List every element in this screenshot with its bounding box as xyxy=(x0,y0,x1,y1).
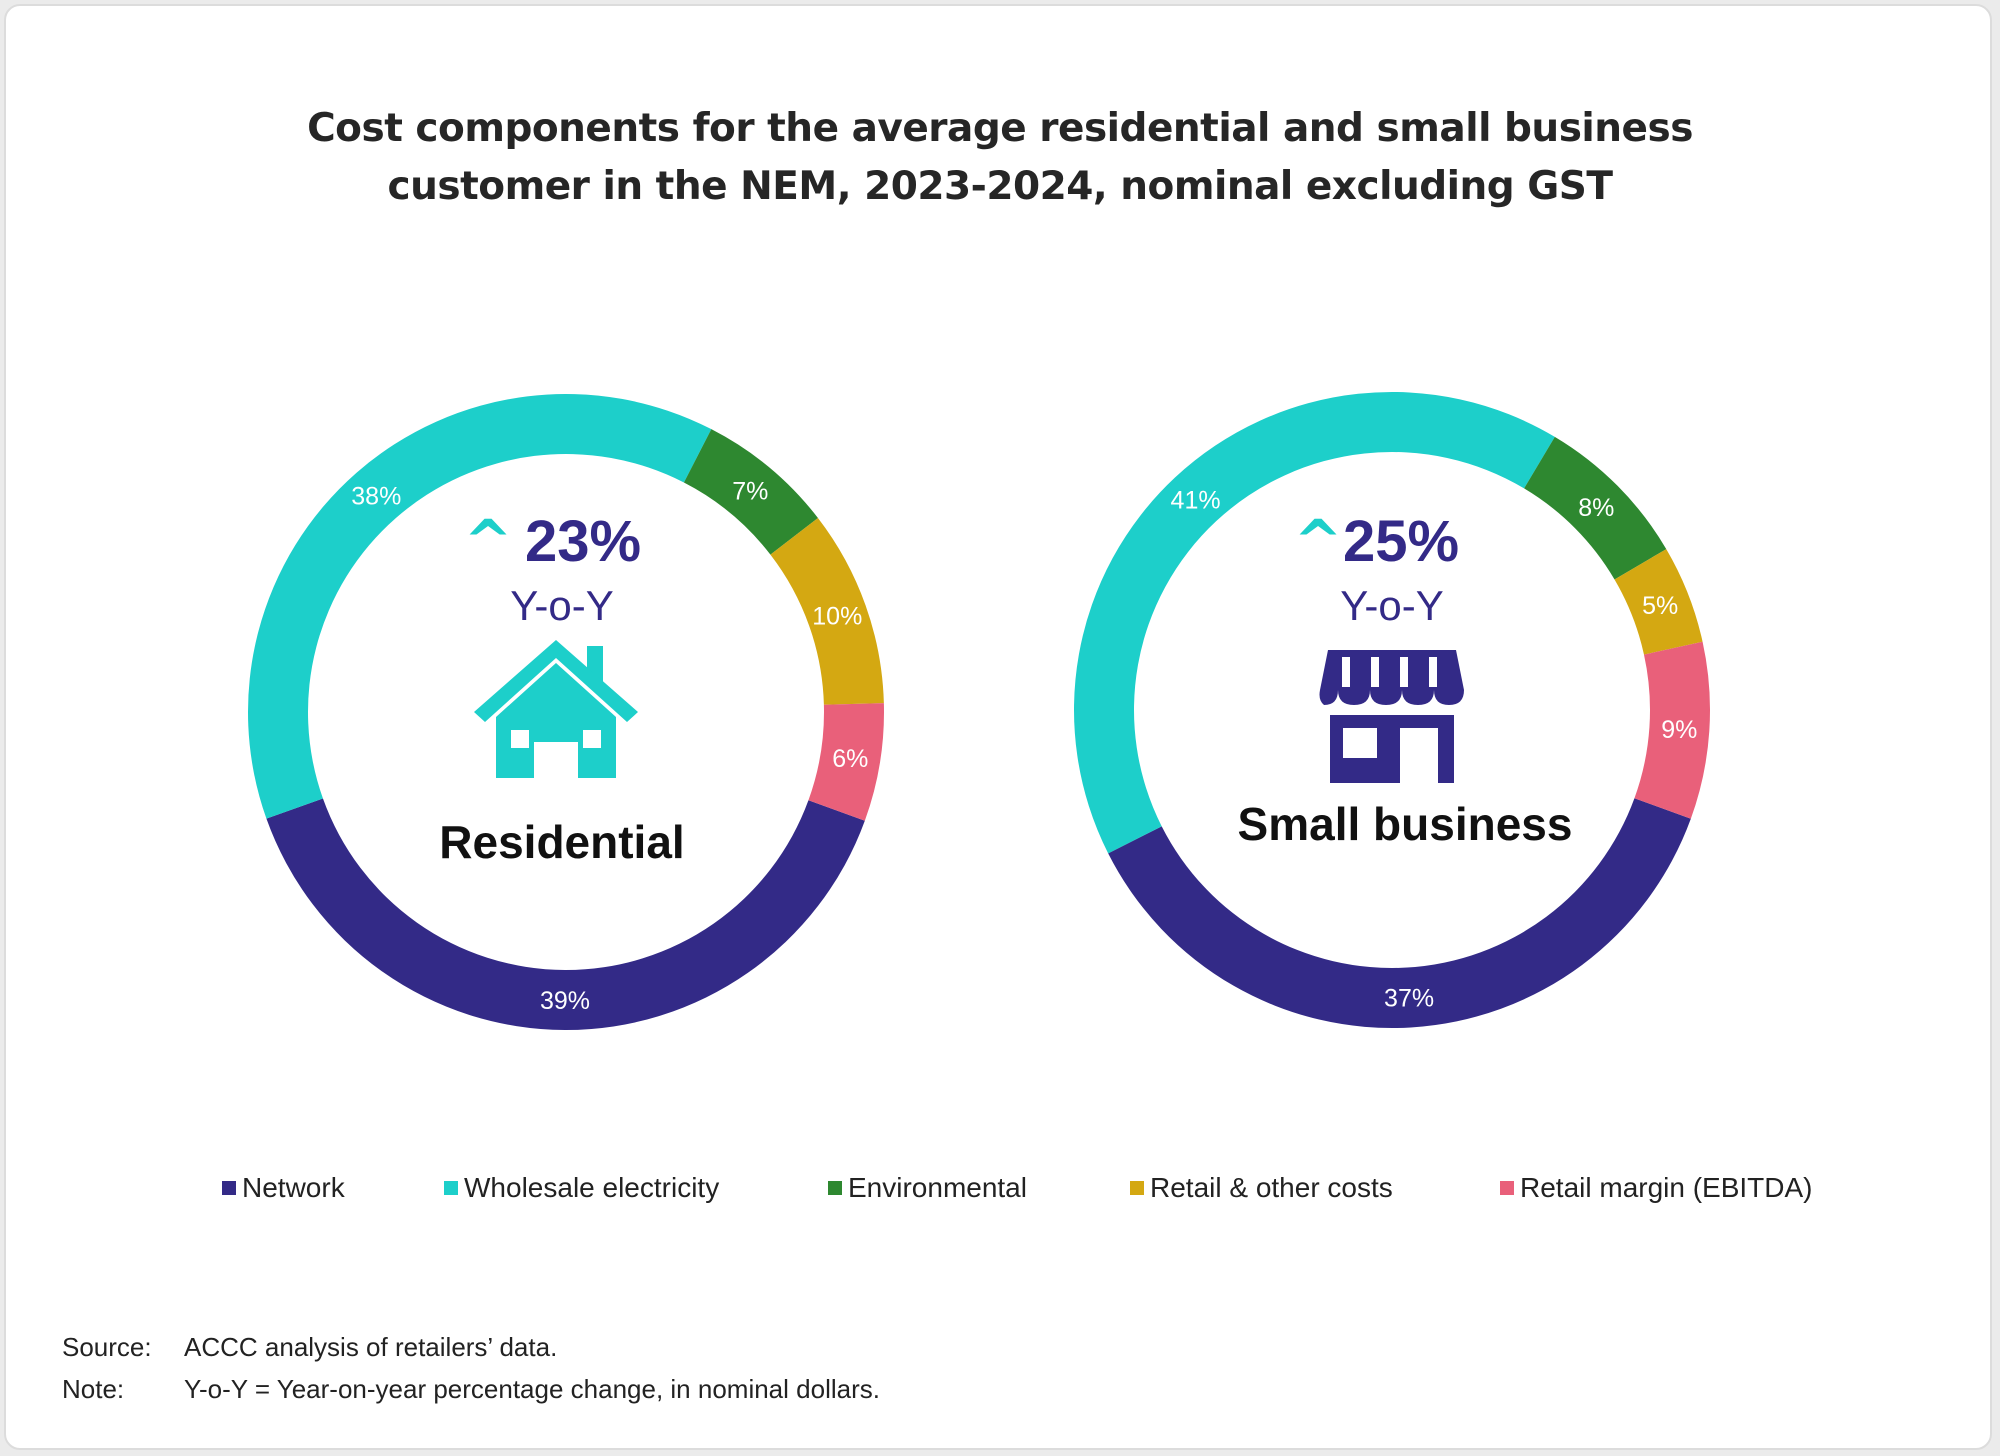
legend-label: Network xyxy=(242,1172,345,1203)
small-business-slice-label: 41% xyxy=(1171,486,1221,514)
small-business-slice-retail-other-costs xyxy=(1614,549,1703,655)
legend-item-environmental: Environmental xyxy=(828,1172,1027,1204)
source-text: ACCC analysis of retailers’ data. xyxy=(184,1332,558,1362)
residential-slice-network xyxy=(266,798,865,1030)
residential-slices xyxy=(247,393,885,1030)
legend-swatch xyxy=(222,1181,236,1195)
legend-swatch xyxy=(828,1181,842,1195)
small-business-slice-label: 9% xyxy=(1661,716,1697,744)
legend-label: Retail margin (EBITDA) xyxy=(1520,1172,1813,1203)
small-business-slice-wholesale-electricity xyxy=(1074,392,1555,854)
source-key: Source: xyxy=(62,1332,152,1362)
legend-item-retail-other-costs: Retail & other costs xyxy=(1130,1172,1393,1204)
legend: Network Wholesale electricity Environmen… xyxy=(0,1172,2000,1212)
storefront-icon xyxy=(1319,650,1464,783)
small-business-slice-label: 37% xyxy=(1384,984,1434,1012)
legend-item-network: Network xyxy=(222,1172,345,1204)
note-key: Note: xyxy=(62,1374,125,1404)
residential-donut: 39% 38% 7% 10% 6% ^ 23% Y-o-Y Residential xyxy=(247,393,885,1030)
chart-title: Cost components for the average resident… xyxy=(0,100,2000,216)
small-business-yoy-change: 25% xyxy=(1343,509,1459,574)
residential-slice-wholesale-electricity xyxy=(247,393,712,819)
chart-title-line-2: customer in the NEM, 2023-2024, nominal … xyxy=(387,164,1613,209)
residential-slice-environmental xyxy=(683,429,818,555)
residential-slice-retail-margin-ebitda xyxy=(808,703,885,821)
up-arrow-icon: ^ xyxy=(464,507,513,575)
legend-item-wholesale-electricity: Wholesale electricity xyxy=(444,1172,719,1204)
residential-slice-label: 10% xyxy=(812,602,862,630)
footer-notes: Source: ACCC analysis of retailers’ data… xyxy=(62,1326,880,1410)
small-business-slice-labels: 37% 41% 8% 5% 9% xyxy=(1171,486,1698,1012)
up-arrow-icon: ^ xyxy=(1294,507,1343,575)
small-business-slice-label: 5% xyxy=(1642,592,1678,620)
residential-slice-label: 39% xyxy=(540,987,590,1015)
legend-swatch xyxy=(1130,1181,1144,1195)
legend-item-retail-margin: Retail margin (EBITDA) xyxy=(1500,1172,1813,1204)
small-business-slice-environmental xyxy=(1524,436,1667,580)
chart-title-line-1: Cost components for the average resident… xyxy=(307,106,1693,151)
small-business-slice-network xyxy=(1108,798,1691,1028)
legend-label: Environmental xyxy=(848,1172,1027,1203)
small-business-yoy-label: Y-o-Y xyxy=(1340,582,1444,629)
legend-swatch xyxy=(444,1181,458,1195)
residential-slice-retail-other-costs xyxy=(770,517,884,705)
legend-swatch xyxy=(1500,1181,1514,1195)
small-business-slice-label: 8% xyxy=(1578,494,1614,522)
note: Note: Y-o-Y = Year-on-year percentage ch… xyxy=(62,1368,880,1410)
small-business-donut: 37% 41% 8% 5% 9% ^ 25% Y-o-Y Small business xyxy=(1074,392,1710,1028)
residential-slice-label: 38% xyxy=(351,482,401,510)
small-business-center: ^ 25% Y-o-Y Small business xyxy=(1238,507,1573,850)
residential-slice-label: 7% xyxy=(732,478,768,506)
small-business-slice-retail-margin-ebitda xyxy=(1634,641,1710,819)
note-text: Y-o-Y = Year-on-year percentage change, … xyxy=(184,1374,880,1404)
residential-slice-labels: 39% 38% 7% 10% 6% xyxy=(351,478,868,1015)
residential-yoy-label: Y-o-Y xyxy=(510,582,614,629)
legend-label: Retail & other costs xyxy=(1150,1172,1393,1203)
residential-slice-label: 6% xyxy=(832,745,868,773)
small-business-chart-title: Small business xyxy=(1238,798,1573,850)
source-note: Source: ACCC analysis of retailers’ data… xyxy=(62,1326,880,1368)
residential-center: ^ 23% Y-o-Y Residential xyxy=(439,507,684,868)
residential-yoy-change: 23% xyxy=(525,509,641,574)
small-business-slices xyxy=(1074,392,1710,1028)
house-icon xyxy=(474,640,638,778)
legend-label: Wholesale electricity xyxy=(464,1172,720,1203)
residential-chart-title: Residential xyxy=(439,816,684,868)
